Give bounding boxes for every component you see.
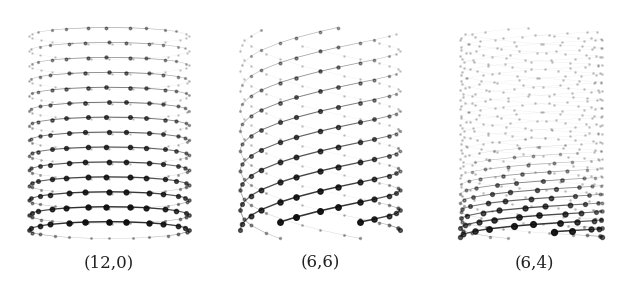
Text: (6,4): (6,4) (515, 255, 554, 272)
Text: (12,0): (12,0) (84, 255, 134, 272)
Text: (6,6): (6,6) (300, 255, 340, 272)
